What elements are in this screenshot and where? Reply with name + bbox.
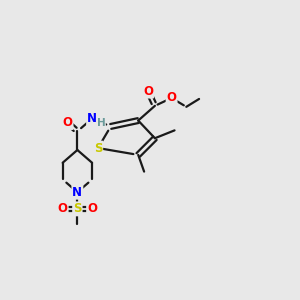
Text: N: N	[72, 186, 82, 199]
Text: O: O	[63, 116, 73, 129]
Text: O: O	[87, 202, 97, 215]
Text: S: S	[94, 142, 102, 154]
Text: O: O	[167, 92, 177, 104]
Text: S: S	[73, 202, 82, 215]
Text: H: H	[97, 118, 105, 128]
Text: O: O	[143, 85, 153, 98]
Text: O: O	[58, 202, 68, 215]
Text: N: N	[87, 112, 97, 125]
